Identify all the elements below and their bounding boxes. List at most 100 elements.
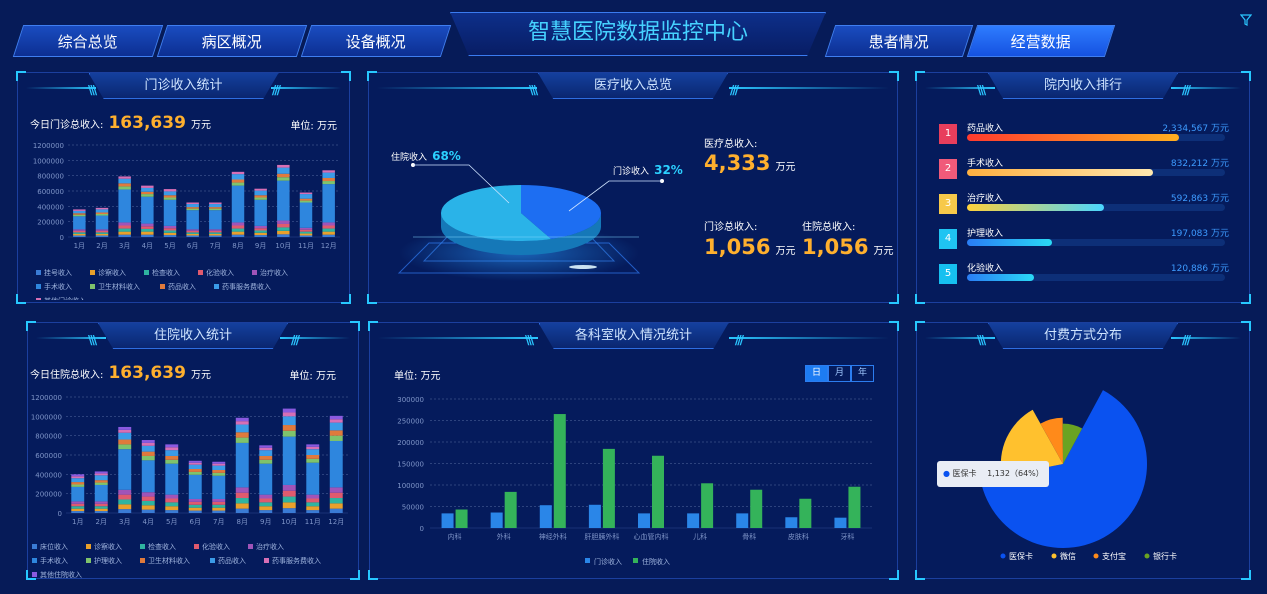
rank-badge: 2: [939, 159, 957, 179]
bar-segment: [73, 235, 86, 237]
legend-label: 门诊收入: [594, 557, 622, 566]
rank-bar: [967, 239, 1053, 246]
legend-swatch: [90, 270, 95, 275]
x-tick-label: 10月: [275, 242, 291, 250]
bar-segment: [141, 505, 155, 510]
bar-segment: [141, 231, 154, 235]
bar-segment: [277, 230, 290, 235]
rank-track: [967, 169, 1225, 176]
x-tick-label: 骨科: [742, 532, 756, 541]
bar-segment: [95, 215, 109, 230]
department-panel: \\\ /// 各科室收入情况统计 单位: 万元 日 月 年 0 50000 100…: [368, 321, 899, 580]
bar-segment: [188, 469, 202, 472]
bar: [455, 509, 468, 528]
rank-value: 592,863 万元: [1170, 194, 1229, 204]
tab-overview[interactable]: 综合总览: [12, 25, 164, 57]
tab-ward[interactable]: 病区概况: [156, 25, 308, 57]
legend-label: 挂号收入: [44, 268, 72, 277]
y-tick-label: 300000: [397, 396, 424, 404]
stripe-decoration: \\\: [88, 333, 97, 347]
bar-segment: [282, 484, 296, 491]
bar-segment: [73, 213, 86, 215]
legend-swatch: [585, 558, 590, 563]
bar-segment: [329, 492, 343, 499]
legend-label: 护理收入: [94, 556, 122, 565]
bar-segment: [163, 195, 177, 198]
x-tick-label: 11月: [305, 518, 321, 526]
bar-segment: [277, 164, 290, 168]
y-tick-label: 800000: [35, 433, 62, 441]
bar-segment: [235, 417, 249, 422]
department-grouped-bar-chart: 0 50000 100000 150000 200000 250000 300000 内科 外科…: [397, 396, 872, 566]
bar: [588, 504, 601, 528]
bar-segment: [282, 496, 296, 503]
bar-segment: [186, 208, 199, 211]
ranking-item: 5 化验收入 120,886 万元: [939, 261, 1229, 291]
legend-label: 诊察收入: [94, 542, 122, 551]
bar-segment: [118, 429, 132, 433]
unit-label: 单位: 万元: [290, 121, 337, 132]
bar-segment: [231, 174, 245, 180]
bar-segment: [235, 503, 249, 509]
bar-segment: [163, 189, 177, 192]
bar-segment: [73, 232, 86, 234]
bar-segment: [71, 474, 85, 477]
bar-segment: [188, 471, 202, 475]
bar-segment: [118, 426, 132, 430]
legend-swatch: [198, 270, 203, 275]
pie-label-outpatient: 门诊收入 32%: [613, 163, 683, 177]
period-day-button[interactable]: 日: [805, 365, 828, 382]
bar-segment: [231, 234, 245, 237]
pie-slice-inpatient: [440, 185, 551, 242]
bar: [504, 491, 517, 528]
inpatient-stacked-bar-chart: 0 200000 400000 600000 800000 1000000 1200000 1…: [31, 394, 348, 579]
legend-swatch: [140, 558, 145, 563]
bar-segment: [141, 234, 154, 237]
bar-segment: [235, 487, 249, 493]
bar-segment: [188, 498, 202, 502]
bar-segment: [231, 222, 245, 226]
tab-patients[interactable]: 患者情况: [824, 25, 974, 57]
bar-segment: [235, 424, 249, 433]
bar-segment: [322, 225, 335, 229]
x-tick-label: 3月: [119, 242, 130, 250]
pie-highlight: [569, 265, 597, 269]
x-tick-label: 5月: [164, 242, 175, 250]
legend-label: 药事服务费收入: [272, 556, 321, 565]
legend-label: 卫生材料收入: [98, 282, 140, 291]
bar: [834, 517, 847, 528]
bar-segment: [94, 475, 108, 481]
y-tick-label: 50000: [402, 504, 424, 512]
panel-title: 付费方式分布: [988, 323, 1178, 349]
period-month-button[interactable]: 月: [828, 365, 851, 382]
bar-segment: [277, 234, 290, 237]
bar-segment: [141, 445, 155, 452]
legend-label: 药事服务费收入: [222, 282, 271, 291]
bar: [638, 513, 650, 528]
overview-panel: \\\ /// 医疗收入总览 住院收入 68% 门诊收入 32% 医疗总收入: …: [367, 71, 899, 304]
x-tick-label: 8月: [237, 518, 248, 526]
y-tick-label: 0: [420, 525, 424, 533]
bar-segment: [209, 207, 222, 209]
bar-segment: [306, 458, 320, 463]
y-tick-label: 1200000: [33, 142, 64, 150]
legend-swatch: [90, 284, 95, 289]
x-tick-label: 4月: [142, 242, 153, 250]
bar-segment: [231, 179, 245, 183]
bar-segment: [235, 508, 249, 513]
tab-operations[interactable]: 经营数据: [966, 25, 1116, 57]
bar-segment: [235, 432, 249, 438]
out-income-unit: 万元: [775, 246, 796, 257]
bar-segment: [73, 210, 86, 214]
bar-segment: [306, 494, 320, 499]
y-tick-label: 200000: [37, 219, 64, 227]
tab-equipment[interactable]: 设备概况: [300, 25, 452, 57]
bar-segment: [186, 204, 199, 208]
bar: [539, 505, 552, 528]
filter-icon[interactable]: [1240, 14, 1252, 26]
legend-label: 化验收入: [202, 542, 230, 551]
bar-segment: [118, 183, 131, 187]
bar-segment: [163, 228, 177, 231]
bar-segment: [186, 230, 199, 233]
period-year-button[interactable]: 年: [851, 365, 874, 382]
